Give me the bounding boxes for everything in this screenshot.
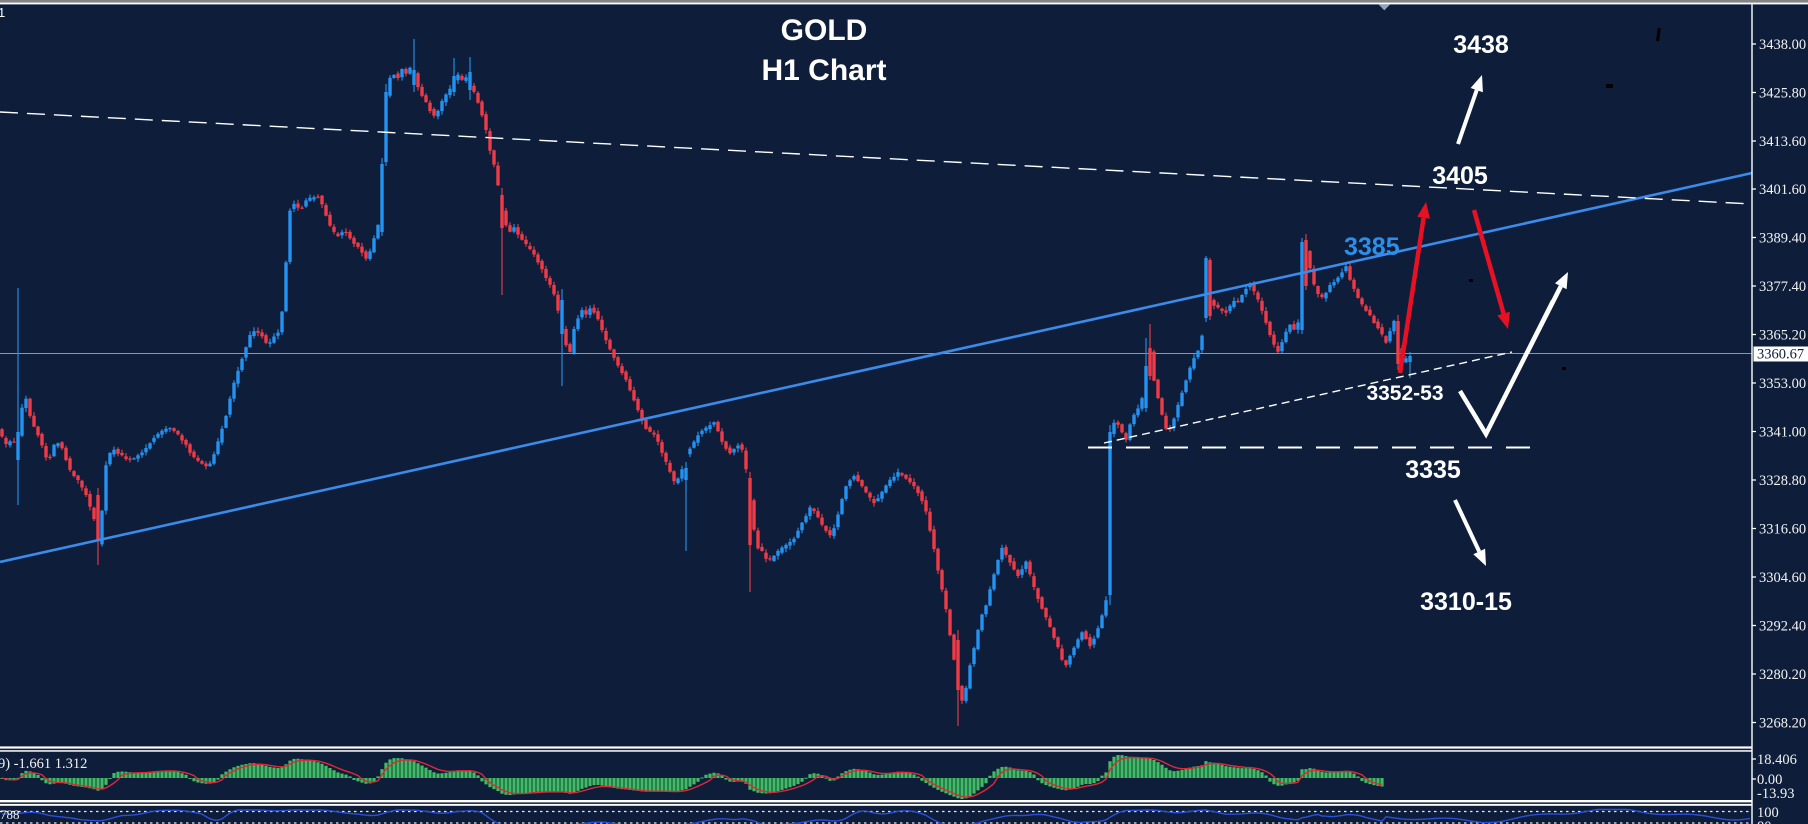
svg-text:3401.60: 3401.60 xyxy=(1759,182,1806,198)
svg-text:100: 100 xyxy=(1757,805,1779,821)
svg-text:3268.20: 3268.20 xyxy=(1759,716,1806,732)
svg-text:3353.00: 3353.00 xyxy=(1759,376,1806,392)
svg-text:3360.67: 3360.67 xyxy=(1757,347,1804,363)
svg-text:3335: 3335 xyxy=(1405,456,1461,484)
svg-text:3405: 3405 xyxy=(1432,162,1488,190)
svg-text:80: 80 xyxy=(1757,819,1772,824)
svg-text:-13.93: -13.93 xyxy=(1757,786,1794,802)
svg-text:18.406: 18.406 xyxy=(1757,752,1797,768)
svg-text:3425.80: 3425.80 xyxy=(1759,86,1806,102)
svg-text:3365.20: 3365.20 xyxy=(1759,328,1806,344)
svg-text:H1 Chart: H1 Chart xyxy=(761,54,886,87)
svg-text:3389.40: 3389.40 xyxy=(1759,231,1806,247)
svg-text:3310-15: 3310-15 xyxy=(1420,588,1512,616)
svg-text:3292.40: 3292.40 xyxy=(1759,619,1806,635)
svg-text:3280.20: 3280.20 xyxy=(1759,667,1806,683)
svg-text:9) -1.661 1.312: 9) -1.661 1.312 xyxy=(0,756,87,772)
svg-text:3304.60: 3304.60 xyxy=(1759,570,1806,586)
svg-text:3438: 3438 xyxy=(1453,31,1509,59)
svg-text:788: 788 xyxy=(0,807,20,822)
svg-text:1: 1 xyxy=(0,5,5,20)
svg-text:3352-53: 3352-53 xyxy=(1366,382,1443,405)
svg-text:3341.00: 3341.00 xyxy=(1759,425,1806,441)
svg-text:3377.40: 3377.40 xyxy=(1759,279,1806,295)
svg-text:3438.00: 3438.00 xyxy=(1759,37,1806,53)
svg-text:3316.60: 3316.60 xyxy=(1759,522,1806,538)
svg-text:3413.60: 3413.60 xyxy=(1759,134,1806,150)
svg-text:3385: 3385 xyxy=(1344,233,1400,261)
svg-text:GOLD: GOLD xyxy=(781,14,868,47)
svg-text:3328.80: 3328.80 xyxy=(1759,473,1806,489)
svg-text:0.00: 0.00 xyxy=(1757,772,1782,788)
